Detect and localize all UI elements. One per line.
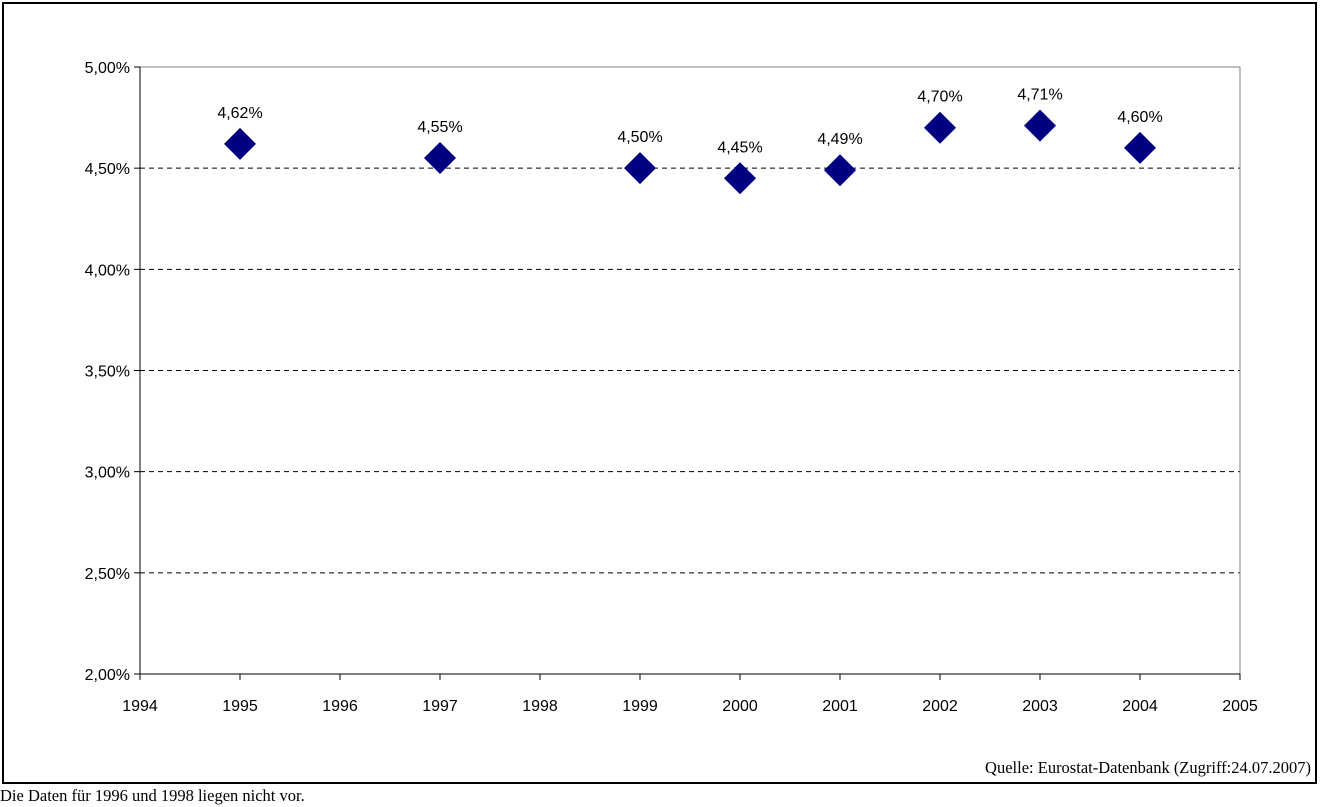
y-axis-ticks: 2,00% 2,50% 3,00% 3,50% 4,00% 4,50% 5,00% — [85, 60, 140, 684]
data-point — [924, 111, 956, 144]
data-point — [1124, 131, 1156, 164]
x-tick-label: 1995 — [222, 698, 258, 715]
data-label: 4,60% — [1117, 109, 1162, 126]
x-tick-label: 1996 — [322, 698, 358, 715]
y-tick-label: 5,00% — [85, 60, 130, 77]
axes — [139, 66, 1241, 675]
x-tick-label: 1994 — [122, 698, 158, 715]
x-tick-label: 2004 — [1122, 698, 1158, 715]
y-tick-label: 2,00% — [85, 667, 130, 684]
x-tick-label: 1998 — [522, 698, 558, 715]
y-tick-label: 4,00% — [85, 262, 130, 279]
source-note: Quelle: Eurostat-Datenbank (Zugriff:24.0… — [985, 758, 1311, 777]
x-tick-label: 2002 — [922, 698, 958, 715]
data-label: 4,55% — [417, 119, 462, 136]
data-point — [424, 142, 456, 175]
data-point — [1024, 109, 1056, 142]
data-label: 4,71% — [1017, 87, 1062, 104]
x-tick-label: 2001 — [822, 698, 858, 715]
data-label: 4,45% — [717, 139, 762, 156]
data-points — [224, 109, 1156, 195]
data-label: 4,50% — [617, 129, 662, 146]
data-point — [624, 152, 656, 185]
data-point — [824, 154, 856, 187]
data-label: 4,62% — [217, 105, 262, 122]
x-tick-label: 2000 — [722, 698, 758, 715]
data-point — [224, 127, 256, 160]
data-label: 4,70% — [917, 89, 962, 106]
footnote: Die Daten für 1996 und 1998 liegen nicht… — [0, 786, 305, 805]
data-labels: 4,62% 4,55% 4,50% 4,45% 4,49% 4,70% 4,71% 4,60% — [217, 87, 1162, 157]
y-tick-label: 3,50% — [85, 364, 130, 381]
x-tick-label: 1997 — [422, 698, 458, 715]
x-tick-label: 2005 — [1222, 698, 1258, 715]
x-axis-ticks: 1994 1995 1996 1997 1998 1999 2000 2001 2002 2003… — [122, 674, 1258, 715]
x-tick-label: 1999 — [622, 698, 658, 715]
y-tick-label: 3,00% — [85, 465, 130, 482]
y-tick-label: 4,50% — [85, 161, 130, 178]
grid — [140, 167, 1240, 574]
data-label: 4,49% — [817, 131, 862, 148]
y-tick-label: 2,50% — [85, 566, 130, 583]
data-point — [724, 162, 756, 195]
x-tick-label: 2003 — [1022, 698, 1058, 715]
chart-frame — [2, 2, 1317, 784]
